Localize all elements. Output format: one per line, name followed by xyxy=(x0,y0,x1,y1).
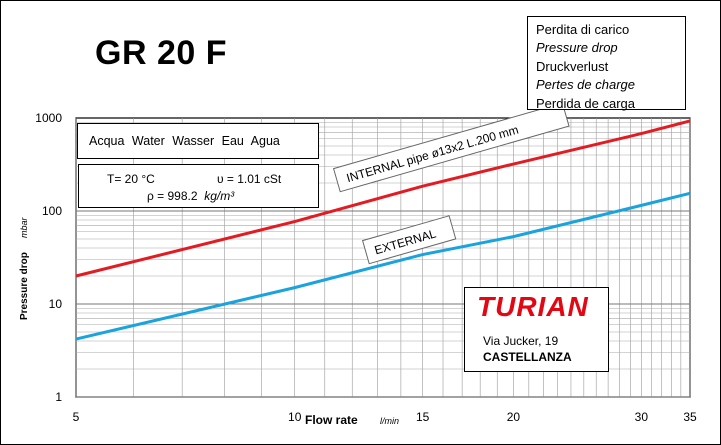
legend-line-italian: Perdita di carico xyxy=(536,22,630,37)
legend-line-german: Druckverlust xyxy=(536,58,609,74)
x-tick-label: 20 xyxy=(507,410,521,424)
series-lines xyxy=(75,119,691,341)
viscosity-text: υ = 1.01 cSt xyxy=(217,172,282,186)
y-axis-label: Pressure drop xyxy=(19,252,30,320)
company-logo: TURIAN xyxy=(477,291,589,322)
external-label-box xyxy=(361,215,457,265)
external-label: EXTERNAL xyxy=(361,215,457,265)
density-unit: kg/m³ xyxy=(204,189,235,203)
conditions-box: T= 20 °C υ = 1.01 cSt ρ = 998.2 kg/m³ xyxy=(78,164,319,208)
x-tick-label: 15 xyxy=(416,410,430,424)
y-tick-label: 10 xyxy=(49,297,63,311)
density-text: ρ = 998.2 kg/m³ xyxy=(147,189,234,203)
tick-labels: 5 10 15 20 30 35 1 10 100 1000 xyxy=(35,111,697,424)
x-axis-unit: l/min xyxy=(380,416,399,426)
y-tick-label: 100 xyxy=(42,204,62,218)
company-box: TURIAN Via Jucker, 19 CASTELLANZA xyxy=(464,287,609,372)
y-tick-label: 1 xyxy=(55,390,62,404)
company-city: CASTELLANZA xyxy=(483,350,572,364)
x-tick-label: 30 xyxy=(635,410,649,424)
legend-line-english: Pressure drop xyxy=(536,40,618,56)
fluid-box: Acqua Water Wasser Eau Agua xyxy=(77,123,319,159)
company-address: Via Jucker, 19 xyxy=(483,334,559,348)
x-axis-label: Flow rate xyxy=(305,413,358,427)
series-line-external xyxy=(75,191,691,341)
y-tick-label: 1000 xyxy=(35,111,62,125)
legend-line-spanish: Perdida de carga xyxy=(536,95,636,111)
x-tick-label: 10 xyxy=(288,410,302,424)
pressure-drop-legend: Perdita di carico Pressure drop Druckver… xyxy=(527,16,686,111)
temperature-text: T= 20 °C xyxy=(107,172,155,186)
series-line-internal xyxy=(75,119,691,278)
chart-title: GR 20 F xyxy=(95,34,227,72)
x-tick-label: 35 xyxy=(683,410,697,424)
legend-line-french: Pertes de charge xyxy=(536,77,636,93)
density-value: ρ = 998.2 xyxy=(147,189,198,203)
x-tick-label: 5 xyxy=(73,410,80,424)
y-axis-unit: mbar xyxy=(19,216,29,238)
internal-label-box xyxy=(332,102,570,193)
